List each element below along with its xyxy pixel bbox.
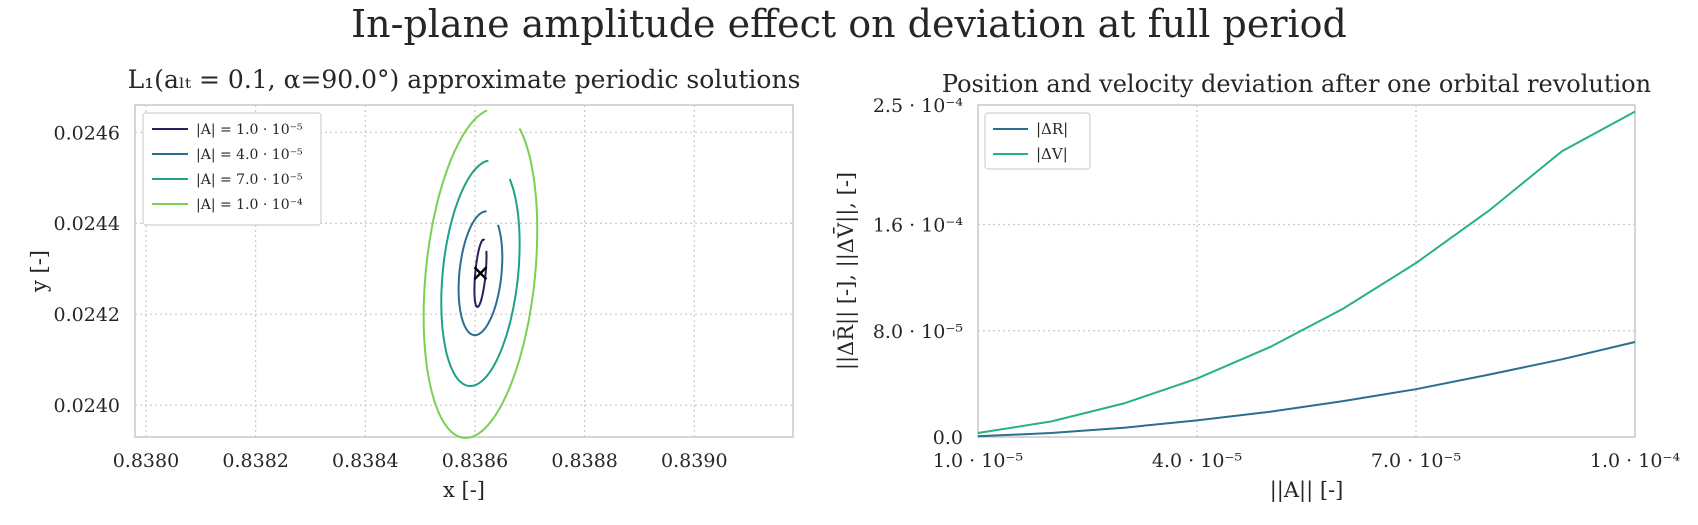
right-x-tick-label: 4.0 · 10⁻⁵ [1152,450,1242,472]
left-legend-label: |A| = 1.0 · 10⁻⁵ [196,122,303,138]
left-orbit-line [422,109,539,439]
left-x-tick-label: 0.8384 [332,450,398,472]
left-orbit-line [440,159,521,388]
right-x-axis-label: ||A|| [-] [1270,478,1344,503]
figure-title: In-plane amplitude effect on deviation a… [351,2,1347,46]
left-x-tick-label: 0.8382 [222,450,288,472]
right-legend-label: |ΔV| [1036,145,1068,163]
left-y-tick-label: 0.0246 [54,122,120,144]
left-x-tick-label: 0.8380 [113,450,179,472]
left-y-tick-label: 0.0240 [54,395,120,417]
left-legend-label: |A| = 7.0 · 10⁻⁵ [196,172,303,188]
left-y-tick-label: 0.0242 [54,304,120,326]
left-x-tick-label: 0.8390 [661,450,727,472]
right-y-tick-label: 2.5 · 10⁻⁴ [873,95,964,117]
right-y-tick-label: 1.6 · 10⁻⁴ [873,215,964,237]
left-x-tick-label: 0.8386 [442,450,508,472]
right-x-tick-label: 1.0 · 10⁻⁵ [933,450,1023,472]
left-orbit-line [457,210,504,337]
left-chart-title: L₁(aₗₜ = 0.1, α=90.0°) approximate perio… [128,65,801,94]
right-chart-title: Position and velocity deviation after on… [942,70,1651,98]
right-y-tick-label: 0.0 [933,427,963,449]
left-legend-label: |A| = 1.0 · 10⁻⁴ [196,197,303,213]
right-legend-label: |ΔR| [1036,120,1068,138]
left-legend-box [142,112,322,226]
right-y-axis-label: ||ΔR̄|| [-], ||ΔV̄||, [-] [833,172,859,370]
right-series-line [977,110,1636,434]
left-x-tick-label: 0.8388 [551,450,617,472]
right-y-tick-label: 8.0 · 10⁻⁵ [873,321,963,343]
right-x-tick-label: 7.0 · 10⁻⁵ [1371,450,1461,472]
left-orbit-line [473,238,488,308]
right-plot-frame [977,104,1636,438]
left-legend-label: |A| = 4.0 · 10⁻⁵ [196,147,303,163]
left-y-axis-label: y [-] [27,250,51,293]
left-y-tick-label: 0.0244 [54,213,120,235]
equilibrium-marker [473,266,488,281]
right-series-line [977,341,1636,438]
left-x-axis-label: x [-] [443,478,485,502]
right-x-tick-label: 1.0 · 10⁻⁴ [1590,450,1681,472]
